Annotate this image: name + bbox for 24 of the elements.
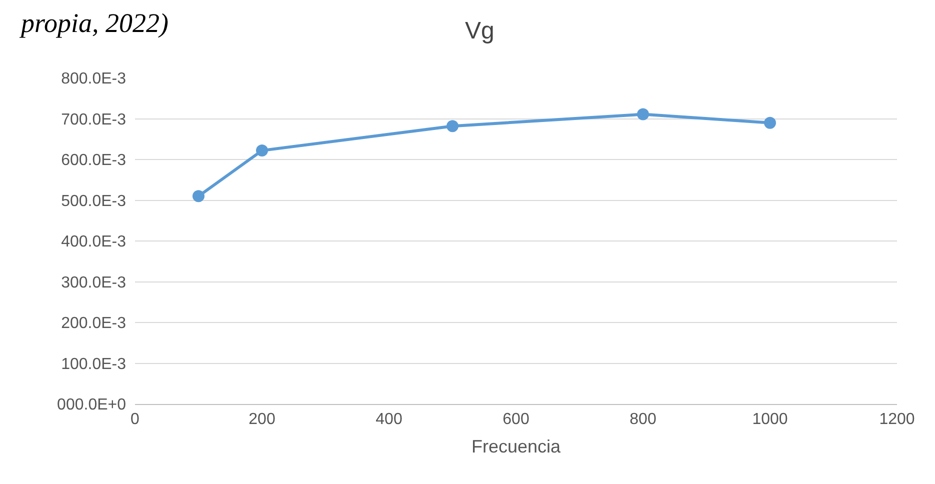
x-tick-label: 1200 <box>879 411 915 428</box>
point <box>764 116 776 129</box>
y-tick-label: 800.0E-3 <box>61 70 126 88</box>
y-tick-label: 000.0E+0 <box>57 396 126 414</box>
x-tick-label: 400 <box>376 411 402 428</box>
y-tick-label: 600.0E-3 <box>61 152 126 170</box>
point <box>446 120 458 132</box>
x-tick-label: 800 <box>630 411 656 428</box>
x-tick-label: 0 <box>130 411 140 428</box>
x-tick-label: 1000 <box>752 411 788 428</box>
x-tick-label: 200 <box>248 411 276 428</box>
y-tick-label: 300.0E-3 <box>61 274 126 292</box>
point <box>637 108 649 120</box>
y-tick-label: 400.0E-3 <box>61 234 126 251</box>
x-axis-title: Frecuencia <box>471 436 562 456</box>
chart-title: Vg <box>464 17 494 44</box>
text: propia, 2022) <box>19 8 169 38</box>
y-tick-label: 700.0E-3 <box>61 111 126 128</box>
point <box>192 190 204 202</box>
point <box>256 144 268 157</box>
y-tick-label: 100.0E-3 <box>61 356 126 373</box>
x-tick-label: 600 <box>502 411 530 428</box>
y-tick-label: 500.0E-3 <box>61 192 126 210</box>
y-tick-label: 200.0E-3 <box>61 315 126 332</box>
